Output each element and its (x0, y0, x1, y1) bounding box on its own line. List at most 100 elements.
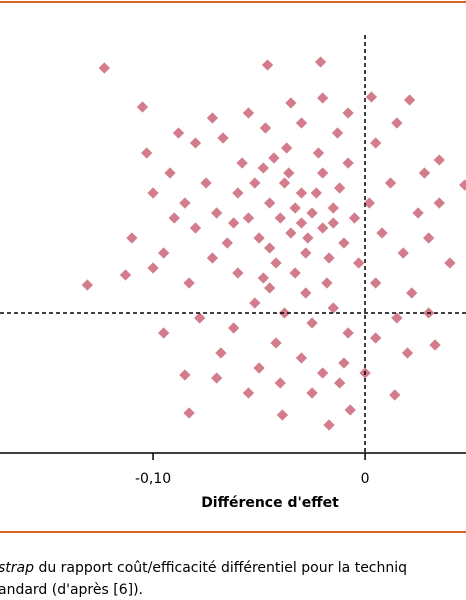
point (158, 327, 170, 339)
point (295, 187, 308, 199)
point (274, 377, 286, 389)
point (242, 387, 255, 399)
point (429, 339, 441, 351)
x-axis-title: Différence d'effet (201, 495, 339, 511)
point (302, 232, 314, 244)
point (401, 347, 414, 359)
point (391, 312, 403, 324)
point (370, 277, 382, 289)
point (147, 262, 159, 274)
point (365, 91, 378, 103)
point (295, 117, 308, 129)
point (227, 322, 240, 334)
point (459, 179, 466, 191)
point (158, 247, 170, 259)
point (179, 369, 191, 381)
point (126, 232, 138, 244)
point (306, 317, 318, 329)
caption-italic: strap (0, 560, 34, 576)
point (249, 177, 261, 189)
point (348, 212, 361, 224)
point (264, 242, 276, 254)
point (321, 277, 333, 289)
point (370, 137, 382, 149)
point (242, 107, 255, 119)
point (242, 212, 255, 224)
point (264, 197, 276, 209)
point (331, 127, 344, 139)
point (276, 409, 289, 421)
point (412, 207, 424, 219)
point (257, 272, 269, 284)
point (227, 217, 240, 229)
plot (81, 56, 466, 431)
point (270, 337, 282, 349)
point (189, 222, 202, 234)
point (327, 302, 339, 314)
x-tick-label: -0,10 (135, 471, 171, 487)
point (285, 97, 297, 109)
point (327, 217, 339, 229)
point (333, 182, 346, 194)
point (236, 157, 248, 169)
point (389, 389, 401, 401)
point (323, 419, 335, 431)
point (206, 112, 219, 124)
point (433, 154, 445, 166)
point (264, 282, 276, 294)
point (136, 101, 149, 113)
point (312, 147, 325, 159)
point (274, 212, 286, 224)
point (285, 227, 297, 239)
point (280, 142, 293, 154)
point (444, 257, 456, 269)
point (338, 237, 350, 249)
point (423, 232, 435, 244)
point (342, 157, 354, 169)
point (353, 257, 365, 269)
point (221, 237, 233, 249)
point (249, 297, 261, 309)
point (98, 62, 110, 74)
point (295, 217, 308, 229)
point (232, 187, 244, 199)
point (179, 197, 191, 209)
point (183, 407, 195, 419)
point (270, 257, 282, 269)
point (183, 277, 195, 289)
point (342, 327, 354, 339)
point (278, 177, 291, 189)
point (168, 212, 180, 224)
point (211, 372, 223, 384)
point (194, 312, 206, 324)
point (327, 202, 339, 214)
point (300, 247, 312, 259)
point (317, 367, 329, 379)
point (317, 92, 329, 104)
point (289, 202, 301, 214)
point (289, 267, 301, 279)
point (317, 167, 329, 179)
point (323, 252, 335, 264)
point (232, 267, 244, 279)
point (370, 332, 382, 344)
point (215, 347, 227, 359)
caption-line: strap du rapport coût/efficacité différe… (0, 560, 407, 576)
caption-text: du rapport coût/efficacité différentiel … (34, 560, 407, 576)
point (261, 59, 274, 71)
point (119, 269, 132, 281)
point (338, 357, 350, 369)
point (164, 167, 176, 179)
point (259, 122, 272, 134)
point (397, 247, 409, 259)
caption-line: andard (d'après [6]). (0, 582, 143, 598)
point (391, 117, 403, 129)
point (217, 132, 229, 144)
point (300, 287, 312, 299)
point (206, 252, 219, 264)
point (257, 162, 269, 174)
point (306, 387, 318, 399)
point (141, 147, 153, 159)
point (283, 167, 295, 179)
